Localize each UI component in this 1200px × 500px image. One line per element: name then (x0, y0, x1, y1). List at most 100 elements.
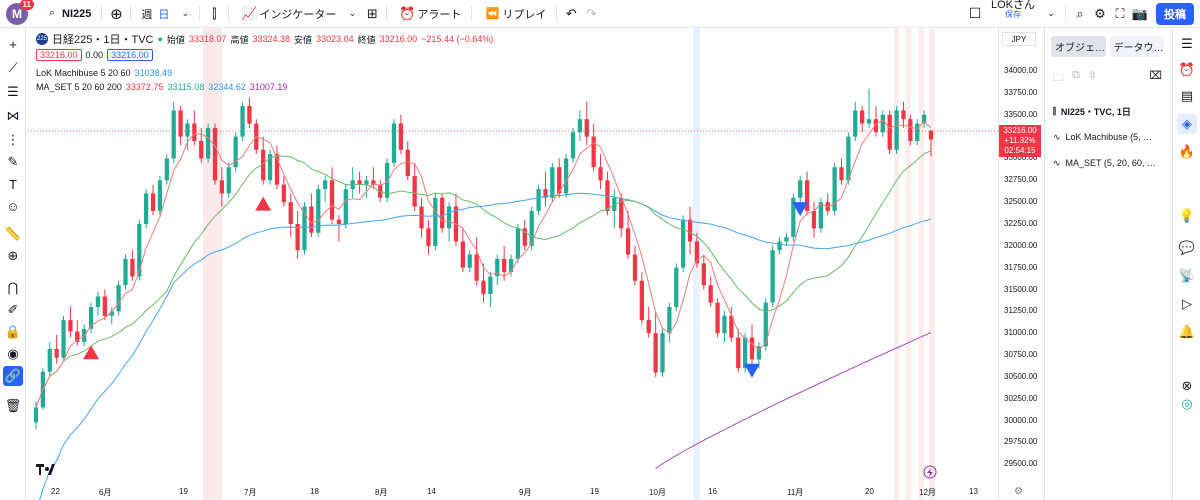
candle-body (736, 337, 741, 369)
camera-icon[interactable]: 📷 (1131, 5, 1149, 21)
data-window-icon[interactable]: ▤ (1180, 88, 1194, 103)
pattern-icon[interactable]: ⋈ (6, 108, 20, 123)
currency-selector[interactable]: JPY (1002, 32, 1036, 46)
horizontal-lines-icon[interactable]: ☰ (7, 84, 19, 99)
post-button[interactable]: 投稿 (1156, 2, 1194, 25)
candle-body (846, 136, 851, 181)
price-axis[interactable] (998, 28, 1042, 500)
layout-grid-icon[interactable]: ⊞ (366, 5, 378, 21)
time-tick: 20 (865, 487, 874, 496)
candle-body (853, 110, 858, 137)
high-label: 高値 (230, 34, 249, 45)
record-icon[interactable]: ◎ (1181, 396, 1193, 411)
add-symbol-icon[interactable]: ⊕ (110, 5, 123, 23)
low-label: 安値 (294, 34, 313, 45)
close-icon[interactable]: ⊗ (1181, 378, 1193, 393)
ask-price[interactable]: 33216.00 (107, 49, 153, 61)
quick-search-icon[interactable]: ⌕ (1076, 5, 1084, 21)
tab-objects[interactable]: オブジェ… (1051, 36, 1106, 57)
object-item-indicator-2[interactable]: ∿ MA_SET (5, 20, 60, … (1045, 150, 1170, 176)
copy-icon[interactable]: ⧉ (1072, 69, 1080, 81)
interval-week-button[interactable]: 週 (135, 0, 158, 28)
buy-signal (83, 345, 100, 360)
chevron-down-icon[interactable]: ⌄ (1047, 8, 1055, 18)
alarm-clock-icon[interactable]: ⏰ (1178, 62, 1196, 77)
candle-icon: ⫿ (1053, 105, 1056, 116)
hide-all-icon[interactable]: ⌧ (1149, 70, 1162, 82)
ideas-icon[interactable]: 💡 (1178, 208, 1196, 223)
fib-icon[interactable]: ⋮ (6, 132, 20, 147)
trendline-icon[interactable]: ⟋ (8, 60, 18, 75)
smiley-icon[interactable]: ☺ (6, 198, 20, 214)
replay-button[interactable]: ⏪ リプレイ (476, 0, 552, 28)
brush-icon[interactable]: ✎ (7, 154, 19, 169)
chevron-down-icon[interactable]: ⌄ (348, 8, 357, 18)
broadcast-icon[interactable]: 📡 (1178, 268, 1196, 283)
tab-data-window[interactable]: データウ… (1109, 36, 1164, 57)
object-item-indicator-1[interactable]: ∿ LoK Machibuse (5, … (1045, 124, 1170, 150)
price-tick: 29750.00 (1004, 437, 1038, 447)
time-tick: 19 (590, 487, 599, 496)
candle-body (495, 258, 500, 277)
candle-body (811, 210, 817, 229)
folder-icon[interactable]: 🗀 (1053, 72, 1064, 84)
layers-icon[interactable]: ◈ (1177, 114, 1197, 134)
price-tick: 31000.00 (1004, 328, 1038, 338)
chevron-down-icon[interactable]: ⌄ (181, 8, 190, 18)
ma60-line (39, 192, 932, 500)
eye-icon[interactable]: ◉ (7, 346, 19, 361)
candle-body (364, 180, 369, 185)
candle-body (467, 254, 472, 268)
trash-icon[interactable]: 🗑 (4, 398, 22, 413)
zoom-icon[interactable]: ⊕ (7, 248, 19, 263)
time-tick: 14 (427, 487, 436, 496)
sort-icon[interactable]: ⇳ (1087, 70, 1098, 82)
price-chart[interactable] (28, 28, 1030, 500)
checkbox-icon[interactable]: ☐ (968, 5, 982, 21)
layout-save-button[interactable]: LOKさん 保存 (985, 0, 1041, 28)
close-value: 33216.00 (379, 34, 418, 44)
lock-icon[interactable]: 🔒 (4, 324, 22, 339)
gear-icon[interactable]: ⚙ (1094, 5, 1106, 21)
hotlist-icon[interactable]: 🔥 (1178, 144, 1196, 159)
candle-body (921, 114, 927, 124)
ma20-line (35, 150, 932, 408)
sell-signal (792, 202, 809, 217)
candle-type-icon[interactable]: ⫿ (212, 5, 217, 21)
magnet-icon[interactable]: ⋂ (7, 280, 19, 295)
crosshair-icon[interactable]: + (9, 36, 17, 52)
interval-day-button[interactable]: 日 (158, 0, 175, 28)
undo-icon[interactable]: ↶ (565, 5, 577, 21)
object-item-symbol[interactable]: ⫿ NI225・TVC, 1日 (1045, 98, 1170, 124)
indicator-line-icon: ∿ (1053, 157, 1061, 168)
ruler-icon[interactable]: 📏 (4, 226, 22, 241)
indicator-line-icon: ∿ (1053, 131, 1061, 142)
price-tick: 31750.00 (1004, 262, 1038, 272)
bid-price[interactable]: 33216.00 (36, 49, 82, 61)
symbol-legend-row[interactable]: 225 日経225・1日・TVC ● 始値 33318.07 高値 33324.38… (36, 32, 493, 46)
chat-icon[interactable]: 💬 (1178, 240, 1196, 255)
symbol-search[interactable]: ⌕ NI225 (36, 0, 97, 28)
ma200-line (655, 332, 932, 470)
alert-button[interactable]: ⏰ アラート (391, 0, 467, 28)
candle-body (653, 333, 658, 373)
text-icon[interactable]: T (9, 176, 17, 192)
time-tick: 9月 (519, 488, 532, 497)
indicators-button[interactable]: 📈 インジケーター (233, 0, 342, 28)
symbol-label: NI225 (62, 7, 92, 20)
notifications-icon[interactable]: 🔔 (1178, 324, 1196, 339)
user-avatar[interactable]: M 11 (6, 0, 34, 25)
candle-body (75, 331, 80, 342)
indicator-row-1[interactable]: LoK Machibuse 5 20 60 31038.49 (36, 66, 493, 80)
candle-body (357, 180, 362, 185)
candle-body (192, 123, 197, 141)
fullscreen-icon[interactable]: ⛶ (1115, 5, 1125, 21)
play-icon[interactable]: ▷ (1182, 296, 1192, 311)
axis-settings-icon[interactable]: ⚙ (1014, 486, 1023, 497)
indicator-row-2[interactable]: MA_SET 5 20 60 200 33372.75 33115.08 323… (36, 80, 493, 94)
link-icon[interactable]: 🔗 (3, 366, 23, 386)
lock-drawing-icon[interactable]: ✐ (7, 302, 19, 317)
watchlist-icon[interactable]: ☰ (1181, 36, 1193, 51)
candles (33, 88, 934, 430)
redo-icon[interactable]: ↷ (585, 5, 597, 21)
